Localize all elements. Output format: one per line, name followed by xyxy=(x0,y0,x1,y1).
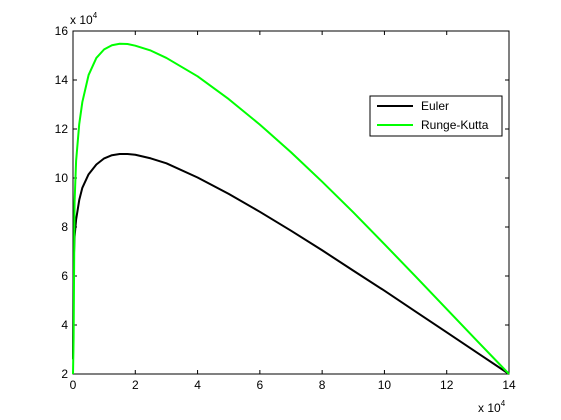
y-tick-label: 8 xyxy=(61,220,68,234)
series-line-euler xyxy=(72,152,510,375)
legend-box xyxy=(369,95,503,137)
x-tick-label: 10 xyxy=(378,378,392,392)
y-tick-label: 6 xyxy=(61,269,68,283)
series-lines xyxy=(72,42,510,375)
y-tick-label: 14 xyxy=(55,73,69,87)
plot-area xyxy=(72,30,510,375)
series-line-runge-kutta xyxy=(72,42,510,375)
x-tick-label: 2 xyxy=(132,378,139,392)
y-tick-label: 10 xyxy=(55,171,69,185)
legend-label-runge-kutta: Runge-Kutta xyxy=(421,118,489,132)
x-tick-label: 0 xyxy=(70,378,77,392)
x-exponent-label: x 104 xyxy=(478,399,506,415)
x-tick-label: 6 xyxy=(257,378,264,392)
x-tick-label: 14 xyxy=(502,378,516,392)
legend: Euler Runge-Kutta xyxy=(369,95,503,137)
x-tick-label: 8 xyxy=(319,378,326,392)
legend-label-euler: Euler xyxy=(421,99,449,113)
y-tick-label: 4 xyxy=(61,318,68,332)
x-tick-label: 4 xyxy=(194,378,201,392)
y-tick-label: 16 xyxy=(55,24,69,38)
x-tick-label: 12 xyxy=(440,378,454,392)
y-tick-label: 12 xyxy=(55,122,69,136)
y-exponent-label: x 104 xyxy=(70,11,98,27)
y-tick-label: 2 xyxy=(61,367,68,381)
